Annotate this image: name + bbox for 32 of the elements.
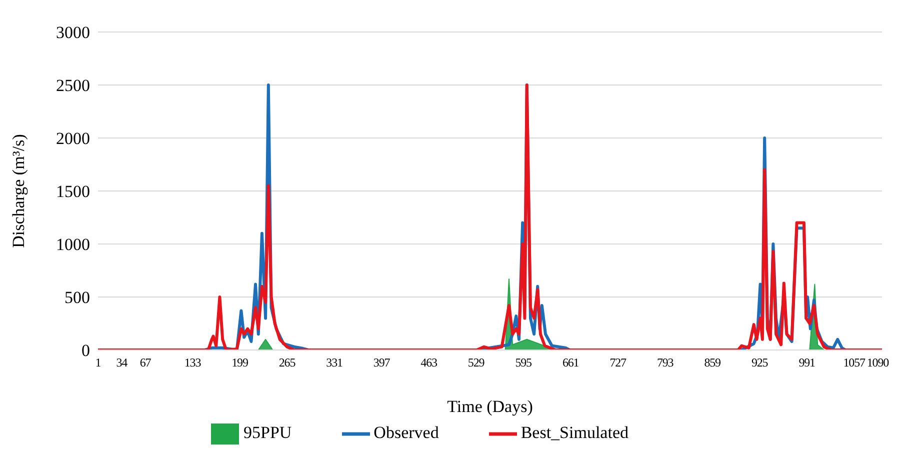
x-tick-label: 463 — [420, 356, 438, 370]
x-tick-label: 925 — [751, 356, 768, 370]
x-tick-label: 397 — [373, 356, 390, 370]
x-tick-label: 793 — [656, 356, 674, 370]
x-tick-label: 265 — [278, 356, 296, 370]
y-tick-label: 2000 — [56, 129, 90, 148]
x-tick-label: 661 — [562, 356, 580, 370]
x-tick-label: 1 — [95, 356, 102, 370]
x-tick-label: 67 — [140, 356, 152, 370]
y-tick-label: 500 — [64, 288, 90, 308]
y-axis-title: Discharge (m³/s) — [9, 134, 28, 248]
x-tick-label: 991 — [798, 356, 816, 370]
y-tick-label: 1500 — [56, 182, 90, 202]
legend-label: 95PPU — [243, 422, 292, 442]
y-tick-label: 0 — [82, 341, 90, 360]
y-tick-label: 2500 — [56, 76, 90, 96]
x-tick-label: 133 — [184, 356, 202, 370]
line-series — [98, 84, 882, 350]
x-tick-label: 1057 — [843, 356, 866, 370]
y-tick-label: 3000 — [56, 23, 90, 42]
y-tick-label: 1000 — [56, 235, 90, 254]
x-axis-title: Time (Days) — [447, 397, 533, 416]
x-tick-label: 859 — [704, 356, 722, 370]
x-tick-label: 331 — [326, 356, 343, 370]
x-tick-label: 34 — [116, 356, 128, 370]
x-tick-label: 199 — [232, 356, 248, 370]
x-tick-label: 595 — [515, 356, 532, 370]
legend-label: Best_Simulated — [520, 422, 628, 442]
x-tick-label: 529 — [468, 356, 485, 370]
legend-label: Observed — [374, 422, 439, 442]
x-tick-label: 727 — [610, 356, 626, 370]
x-tick-label: 1090 — [866, 356, 890, 370]
